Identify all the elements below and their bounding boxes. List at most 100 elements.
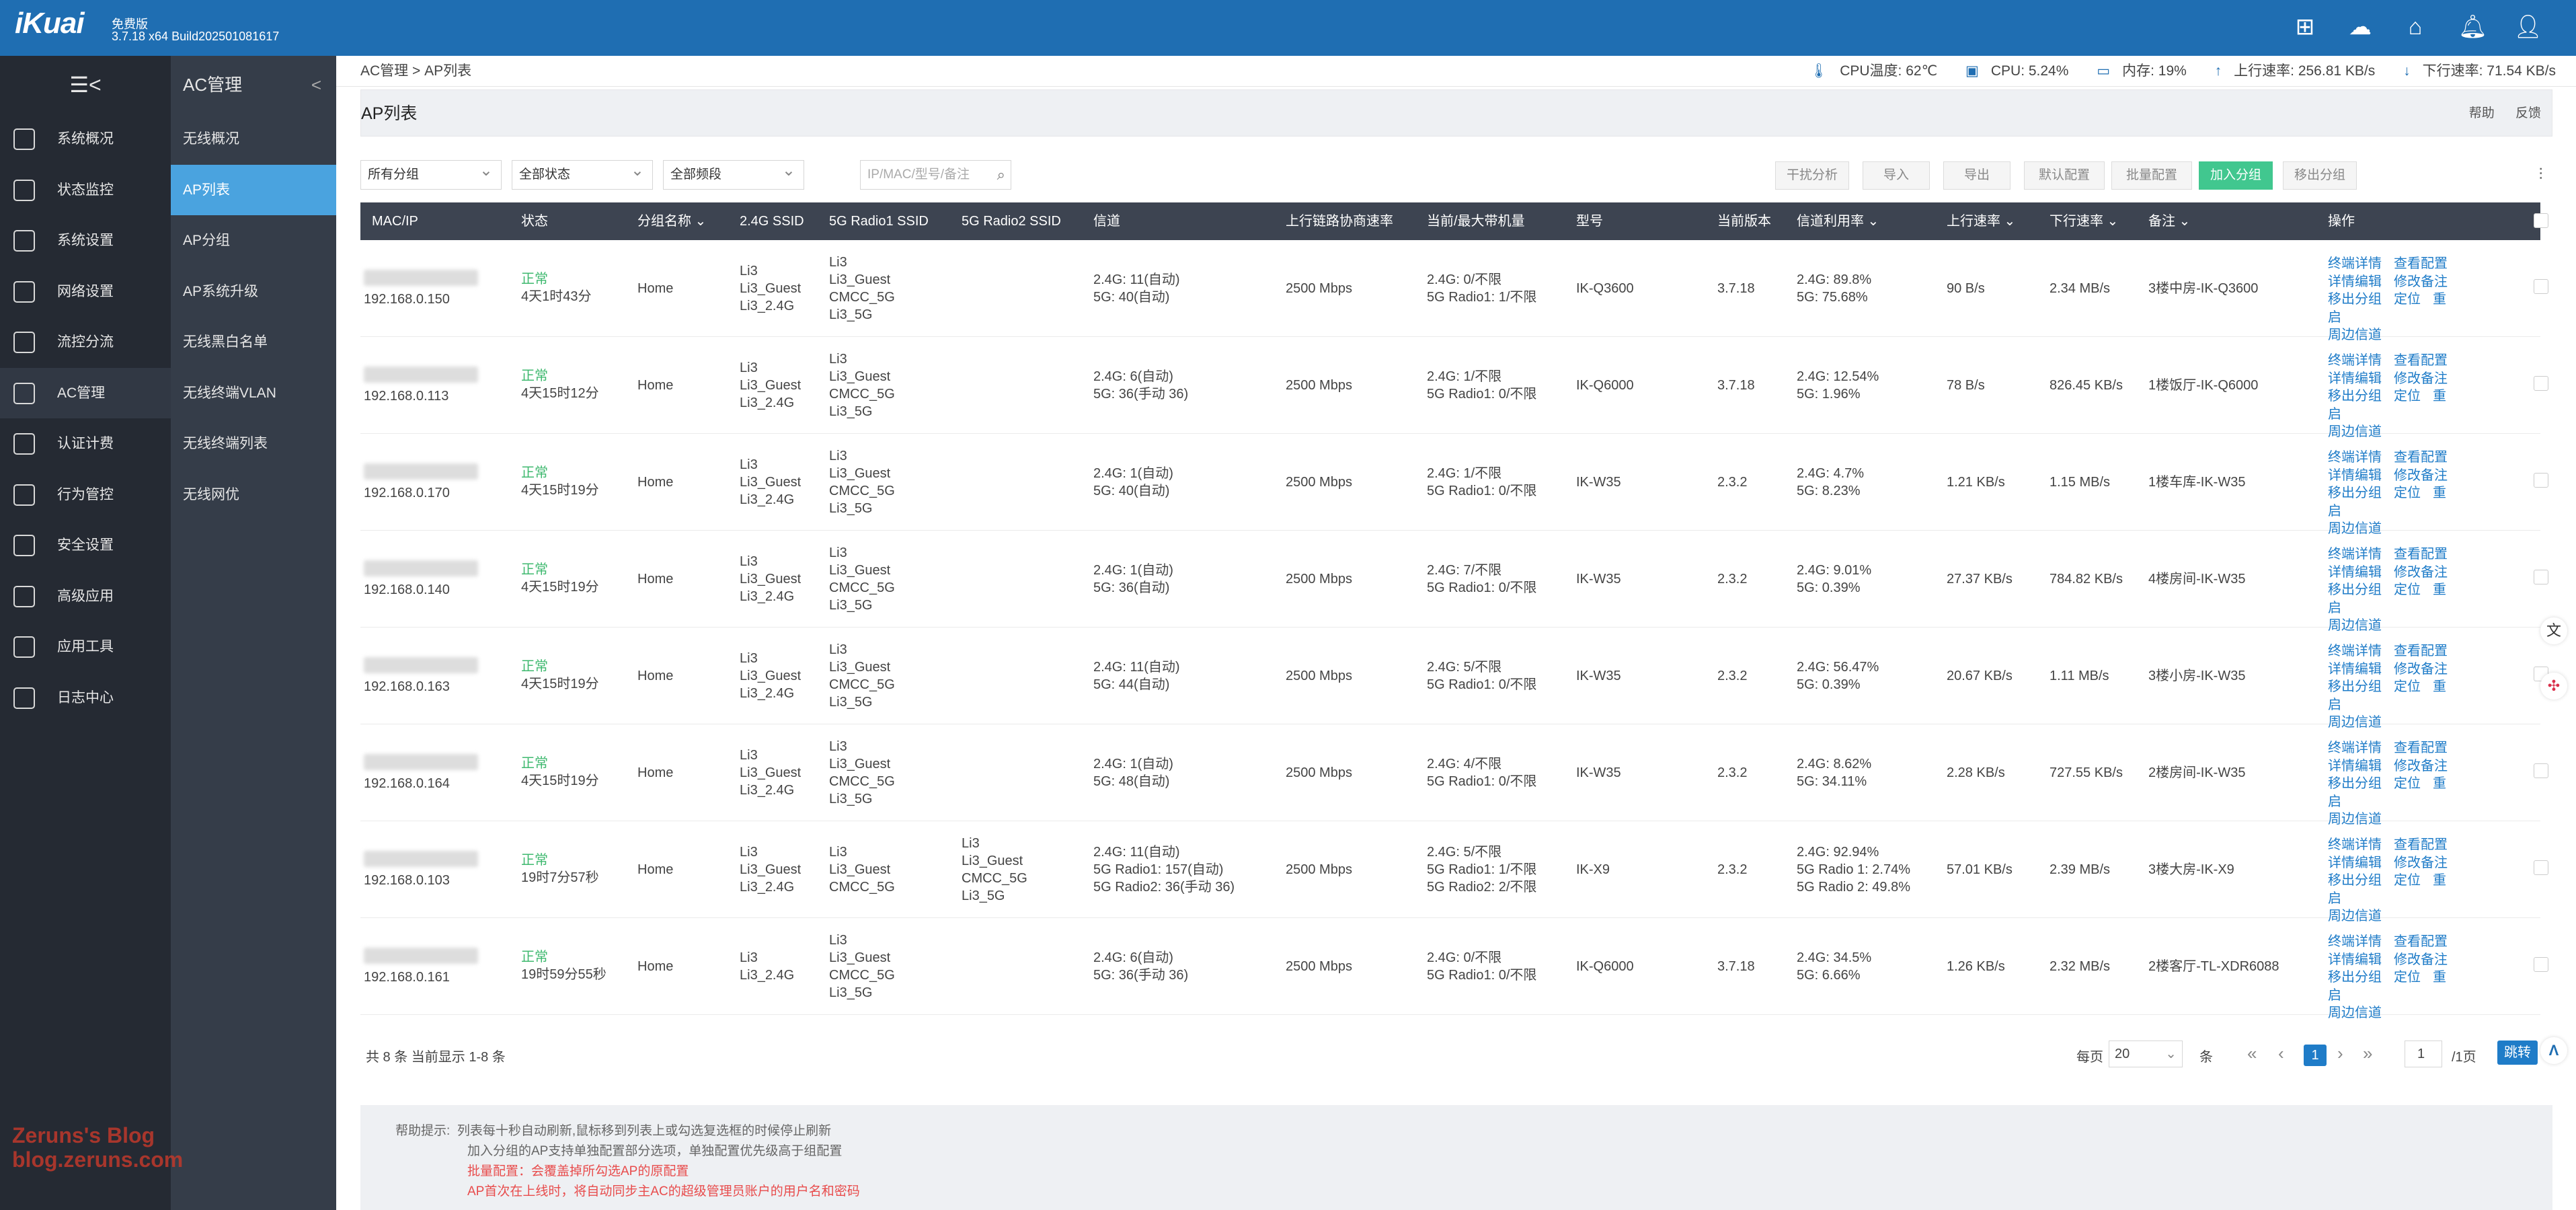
row-action-link[interactable]: 详情编辑: [2328, 952, 2382, 967]
toolbar-button-1[interactable]: 导入: [1863, 161, 1930, 190]
feedback-link[interactable]: 反馈: [2515, 106, 2541, 120]
sidebar-item-10[interactable]: 应用工具: [0, 621, 171, 673]
menu-collapse-icon[interactable]: ☰<: [69, 73, 102, 97]
toolbar-button-4[interactable]: 批量配置: [2111, 161, 2192, 190]
row-action-link[interactable]: 详情编辑: [2328, 855, 2382, 870]
sidebar-item-9[interactable]: 高级应用: [0, 571, 171, 622]
row-action-link[interactable]: 详情编辑: [2328, 661, 2382, 677]
translate-icon[interactable]: 文: [2540, 617, 2567, 644]
per-page-select[interactable]: 20 ⌄: [2109, 1041, 2183, 1067]
row-action-link[interactable]: 修改备注: [2394, 274, 2448, 289]
row-checkbox[interactable]: [2534, 570, 2548, 584]
row-action-link[interactable]: 周边信道: [2328, 812, 2382, 827]
toolbar-button-3[interactable]: 默认配置: [2024, 161, 2105, 190]
sidebar-item-4[interactable]: 流控分流: [0, 317, 171, 368]
group-select[interactable]: 所有分组: [360, 157, 502, 190]
row-action-link[interactable]: 重启: [2328, 776, 2446, 809]
subnav-item-0[interactable]: 无线概况: [183, 131, 239, 147]
row-action-link[interactable]: 移出分组: [2328, 970, 2382, 985]
row-action-link[interactable]: 移出分组: [2328, 679, 2382, 694]
row-action-link[interactable]: 详情编辑: [2328, 467, 2382, 483]
column-header-5[interactable]: 5G Radio2 SSID: [962, 214, 1061, 229]
row-action-link[interactable]: 移出分组: [2328, 582, 2382, 597]
column-settings-icon[interactable]: ⫶: [2529, 161, 2552, 190]
sidebar-item-0[interactable]: 系统概况: [0, 114, 171, 165]
row-action-link[interactable]: 详情编辑: [2328, 758, 2382, 773]
row-action-link[interactable]: 查看配置: [2394, 256, 2448, 271]
row-action-link[interactable]: 修改备注: [2394, 371, 2448, 386]
row-checkbox[interactable]: [2534, 473, 2548, 488]
help-link[interactable]: 帮助: [2468, 106, 2495, 120]
column-header-12[interactable]: 上行速率 ⌄: [1947, 214, 2016, 229]
prev-page-icon[interactable]: ‹: [2278, 1043, 2284, 1063]
row-action-link[interactable]: 定位: [2394, 679, 2421, 694]
row-checkbox[interactable]: [2534, 279, 2548, 294]
sidebar-item-8[interactable]: 安全设置: [0, 520, 171, 571]
column-header-15[interactable]: 操作: [2328, 214, 2355, 229]
user-icon[interactable]: 👤︎: [2513, 14, 2543, 40]
subnav-item-7[interactable]: 无线网优: [183, 486, 239, 502]
sidebar-item-3[interactable]: 网络设置: [0, 266, 171, 317]
column-header-11[interactable]: 信道利用率 ⌄: [1797, 214, 1879, 229]
row-action-link[interactable]: 修改备注: [2394, 661, 2448, 677]
row-action-link[interactable]: 重启: [2328, 389, 2446, 422]
band-select[interactable]: 全部频段: [663, 157, 804, 190]
row-action-link[interactable]: 重启: [2328, 679, 2446, 712]
status-select[interactable]: 全部状态: [512, 157, 653, 190]
subnav-item-5[interactable]: 无线终端VLAN: [183, 385, 276, 401]
page-number-current[interactable]: 1: [2304, 1045, 2327, 1066]
column-header-9[interactable]: 型号: [1576, 214, 1603, 229]
sidebar-item-2[interactable]: 系统设置: [0, 215, 171, 266]
row-action-link[interactable]: 周边信道: [2328, 618, 2382, 633]
toolbar-button-2[interactable]: 导出: [1943, 161, 2011, 190]
row-action-link[interactable]: 终端详情: [2328, 256, 2382, 271]
row-action-link[interactable]: 移出分组: [2328, 776, 2382, 791]
subnav-item-3[interactable]: AP系统升级: [183, 283, 259, 299]
row-action-link[interactable]: 定位: [2394, 873, 2421, 888]
row-action-link[interactable]: 定位: [2394, 486, 2421, 500]
row-action-link[interactable]: 查看配置: [2394, 741, 2448, 755]
row-action-link[interactable]: 周边信道: [2328, 909, 2382, 923]
column-header-13[interactable]: 下行速率 ⌄: [2050, 214, 2119, 229]
subnav-item-4[interactable]: 无线黑白名单: [183, 334, 268, 350]
next-page-icon[interactable]: ›: [2337, 1043, 2343, 1063]
row-action-link[interactable]: 周边信道: [2328, 715, 2382, 730]
row-action-link[interactable]: 终端详情: [2328, 934, 2382, 949]
subnav-item-1[interactable]: AP列表: [171, 164, 336, 215]
jump-button[interactable]: 跳转: [2497, 1041, 2538, 1065]
column-header-6[interactable]: 信道: [1093, 214, 1120, 229]
row-action-link[interactable]: 重启: [2328, 486, 2446, 519]
sidebar-item-11[interactable]: 日志中心: [0, 673, 171, 724]
subnav-item-2[interactable]: AP分组: [183, 233, 231, 248]
row-action-link[interactable]: 终端详情: [2328, 547, 2382, 562]
cloud-icon[interactable]: ☁: [2349, 14, 2372, 40]
row-action-link[interactable]: 定位: [2394, 389, 2421, 404]
row-action-link[interactable]: 查看配置: [2394, 644, 2448, 658]
row-action-link[interactable]: 修改备注: [2394, 467, 2448, 483]
row-action-link[interactable]: 终端详情: [2328, 837, 2382, 852]
row-action-link[interactable]: 定位: [2394, 292, 2421, 307]
row-action-link[interactable]: 重启: [2328, 873, 2446, 906]
share-icon[interactable]: ✣: [2540, 673, 2567, 699]
goto-page-input[interactable]: 1: [2405, 1041, 2442, 1067]
row-action-link[interactable]: 终端详情: [2328, 741, 2382, 755]
row-action-link[interactable]: 修改备注: [2394, 855, 2448, 870]
column-header-3[interactable]: 2.4G SSID: [740, 214, 804, 229]
row-action-link[interactable]: 查看配置: [2394, 837, 2448, 852]
row-action-link[interactable]: 终端详情: [2328, 644, 2382, 658]
row-action-link[interactable]: 周边信道: [2328, 424, 2382, 439]
toolbar-button-0[interactable]: 干扰分析: [1775, 161, 1849, 190]
row-action-link[interactable]: 重启: [2328, 970, 2446, 1003]
row-action-link[interactable]: 定位: [2394, 776, 2421, 791]
row-checkbox[interactable]: [2534, 957, 2548, 972]
row-action-link[interactable]: 查看配置: [2394, 934, 2448, 949]
row-action-link[interactable]: 终端详情: [2328, 450, 2382, 465]
row-action-link[interactable]: 详情编辑: [2328, 564, 2382, 580]
subnav-item-6[interactable]: 无线终端列表: [183, 436, 268, 451]
toolbar-button-6[interactable]: 移出分组: [2283, 161, 2357, 190]
row-action-link[interactable]: 修改备注: [2394, 564, 2448, 580]
row-action-link[interactable]: 周边信道: [2328, 521, 2382, 536]
bell-icon[interactable]: 🔔︎: [2458, 14, 2488, 40]
row-checkbox[interactable]: [2534, 763, 2548, 778]
row-action-link[interactable]: 定位: [2394, 970, 2421, 985]
